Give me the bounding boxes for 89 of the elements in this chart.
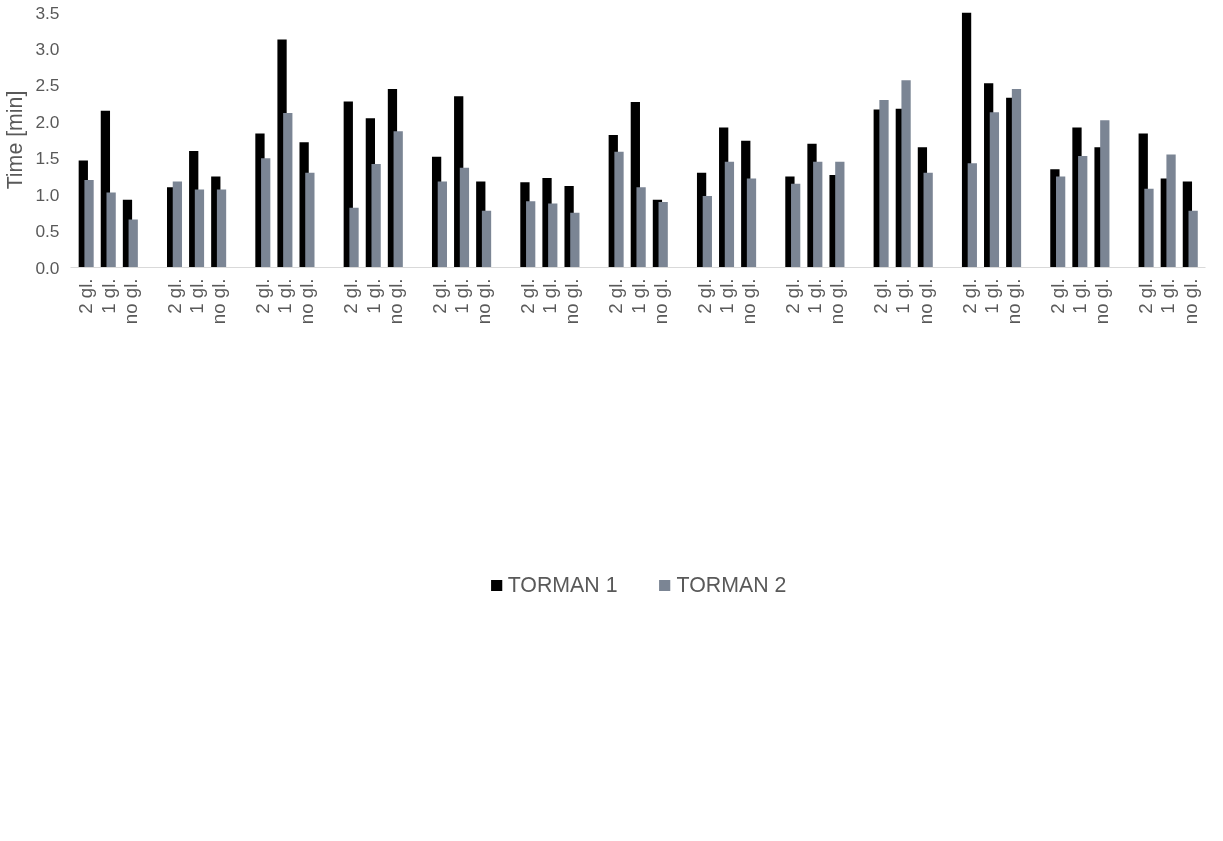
legend-label: TORMAN 1	[507, 572, 618, 598]
x-tick-label: 1 gl.	[450, 278, 472, 314]
x-tick-label: 1 gl.	[627, 278, 649, 314]
x-tick-label: 2 gl.	[693, 278, 715, 314]
x-tick-label: no gl.	[826, 278, 848, 325]
y-tick-label: 2.5	[35, 75, 60, 96]
x-tick-label: 1 gl.	[1069, 278, 1091, 314]
x-tick-label: 2 gl.	[428, 278, 450, 314]
bar	[636, 187, 646, 268]
bar	[548, 203, 558, 268]
x-tick-label: 2 gl.	[163, 278, 185, 314]
x-tick-label: 1 gl.	[804, 278, 826, 314]
bar	[791, 183, 801, 268]
x-tick-label: 1 gl.	[97, 278, 119, 314]
x-tick-label: no gl.	[384, 278, 406, 325]
bar	[1166, 154, 1176, 268]
bar	[1188, 210, 1198, 268]
x-tick-label: no gl.	[1002, 278, 1024, 325]
bar	[813, 161, 823, 268]
x-tick-label: 1 gl.	[980, 278, 1002, 314]
bar	[923, 172, 933, 268]
x-tick-label: no gl.	[119, 278, 141, 325]
x-tick-label: 2 gl.	[340, 278, 362, 314]
x-tick-label: 1 gl.	[539, 278, 561, 314]
x-tick-label: 2 gl.	[75, 278, 97, 314]
bar	[724, 161, 735, 268]
x-tick-label: 2 gl.	[1047, 278, 1069, 314]
x-tick-label: 1 gl.	[892, 278, 914, 314]
bar	[84, 180, 94, 268]
bar	[526, 201, 536, 268]
bar	[835, 161, 845, 268]
x-tick-label: no gl.	[649, 278, 671, 325]
bar	[283, 113, 293, 268]
bar	[172, 181, 183, 268]
x-tick-label: no gl.	[914, 278, 936, 325]
x-tick-label: 2 gl.	[517, 278, 539, 314]
bar	[1100, 120, 1110, 268]
y-axis-title: Time [min]	[3, 90, 28, 190]
bar	[901, 80, 911, 268]
bar	[393, 131, 403, 268]
y-tick-label: 0.5	[35, 221, 60, 242]
bar	[305, 172, 315, 268]
x-tick-label: no gl.	[296, 278, 318, 325]
x-tick-label: 2 gl.	[605, 278, 627, 314]
x-tick-label: no gl.	[1091, 278, 1113, 325]
bar	[106, 192, 116, 268]
bar	[614, 151, 624, 268]
bar	[437, 181, 447, 268]
x-tick-label: 2 gl.	[782, 278, 804, 314]
y-tick-label: 3.5	[35, 2, 60, 23]
x-tick-label: 2 gl.	[1135, 278, 1157, 314]
x-tick-label: no gl.	[472, 278, 494, 325]
x-tick-label: 1 gl.	[1157, 278, 1179, 314]
x-tick-label: 1 gl.	[185, 278, 207, 314]
bar	[128, 219, 138, 268]
bar	[746, 178, 757, 268]
x-tick-label: no gl.	[737, 278, 759, 325]
bar	[261, 158, 271, 268]
x-tick-label: 2 gl.	[870, 278, 892, 314]
legend-label: TORMAN 2	[676, 572, 787, 598]
y-tick-label: 2.0	[35, 111, 60, 132]
bar	[570, 212, 580, 268]
y-tick-label: 3.0	[35, 38, 60, 59]
bar	[989, 112, 1000, 268]
x-tick-label: 1 gl.	[362, 278, 384, 314]
bar	[349, 207, 359, 268]
bar	[702, 196, 712, 268]
bar	[1144, 188, 1154, 268]
bar	[1011, 89, 1022, 268]
bar	[371, 164, 381, 268]
bar	[658, 201, 668, 268]
bar	[459, 167, 470, 268]
x-tick-label: 2 gl.	[252, 278, 274, 314]
y-tick-label: 1.5	[35, 148, 60, 169]
bar	[194, 189, 205, 268]
bar	[967, 163, 977, 268]
x-tick-label: no gl.	[561, 278, 583, 325]
bar	[216, 189, 227, 268]
x-tick-label: 1 gl.	[274, 278, 296, 314]
bar	[879, 99, 889, 268]
bar	[1078, 156, 1088, 268]
y-tick-label: 0.0	[35, 257, 60, 278]
x-tick-label: no gl.	[1179, 278, 1201, 325]
y-tick-label: 1.0	[35, 184, 60, 205]
bar	[481, 210, 492, 268]
x-tick-label: 1 gl.	[715, 278, 737, 314]
bar	[1056, 176, 1066, 268]
x-tick-label: 2 gl.	[958, 278, 980, 314]
x-tick-label: no gl.	[207, 278, 229, 325]
